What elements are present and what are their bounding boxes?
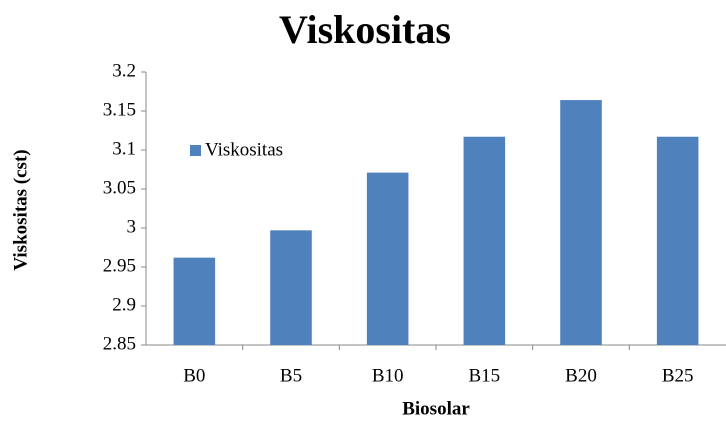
y-tick-label: 3.05: [103, 177, 136, 198]
bar: [270, 230, 312, 345]
chart-title: Viskositas: [279, 7, 451, 52]
bar: [560, 100, 602, 345]
bar: [173, 257, 216, 345]
bar: [463, 136, 506, 345]
legend-swatch: [190, 145, 201, 156]
x-tick-label: B15: [468, 365, 500, 386]
x-axis-label: Biosolar: [402, 398, 470, 419]
y-tick-label: 3.15: [103, 99, 136, 120]
y-tick-label: 2.95: [103, 255, 136, 276]
bar: [366, 172, 409, 345]
y-tick-label: 2.9: [112, 294, 136, 315]
y-tick-label: 3: [127, 216, 137, 237]
x-tick-label: B25: [662, 365, 694, 386]
legend-label: Viskositas: [205, 139, 283, 160]
x-tick-label: B10: [372, 365, 404, 386]
y-tick-label: 3.2: [112, 60, 136, 81]
y-tick-label: 3.1: [112, 138, 136, 159]
y-axis-label: Viskositas (cst): [10, 149, 31, 270]
y-tick-label: 2.85: [103, 333, 136, 354]
x-tick-label: B20: [565, 365, 597, 386]
x-tick-label: B5: [280, 365, 302, 386]
x-tick-label: B0: [183, 365, 205, 386]
bar: [656, 136, 699, 345]
